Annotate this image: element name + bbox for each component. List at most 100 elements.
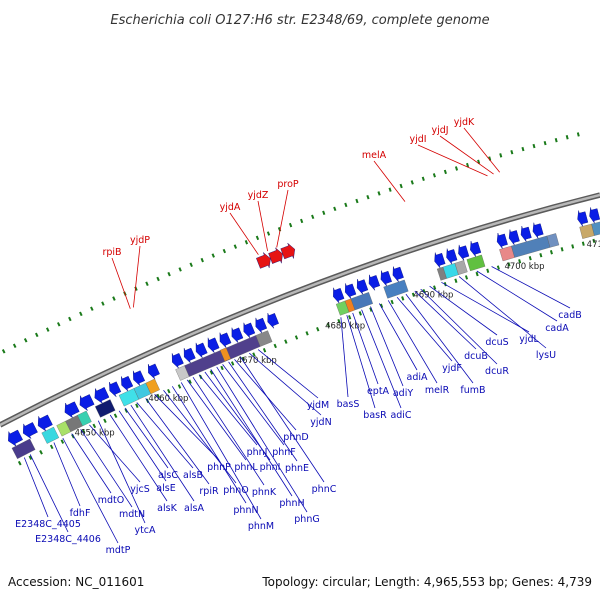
lower-leader-line (257, 349, 319, 399)
gene-arrow-lower (356, 279, 369, 295)
cog-box (94, 399, 116, 418)
tick-mark-lower (369, 307, 373, 312)
lower-gene-label: phnC (312, 484, 337, 495)
gene-arrow-lower (219, 332, 232, 349)
lower-gene-label: E2348C_4406 (35, 534, 101, 545)
lower-leader-line (62, 437, 119, 544)
lower-leader-line (361, 309, 402, 409)
upper-gene-label: yjdA (220, 202, 241, 213)
cog-box (546, 233, 560, 248)
accession-label: Accession: NC_011601 (8, 575, 144, 589)
cog-box (383, 279, 409, 299)
tick-mark-lower (39, 450, 43, 455)
tick-mark-upper (443, 169, 447, 175)
gene-arrow-lower (344, 283, 357, 300)
tick-mark-lower (167, 388, 171, 394)
lower-gene-label: alsE (156, 483, 175, 494)
gene-arrow-lower (109, 381, 122, 398)
lower-leader-line (180, 382, 262, 520)
tick-mark-upper (322, 210, 326, 216)
map-title: Escherichia coli O127:H6 str. E2348/69, … (110, 13, 489, 28)
lower-gene-label: phnP (207, 462, 231, 473)
scale-label: 4670 kbp (237, 356, 277, 366)
tick-mark-lower (81, 428, 86, 434)
scale-label: 4650 kbp (75, 429, 115, 439)
lower-gene-label: phnN (233, 505, 258, 516)
lower-gene-label: phnM (248, 521, 274, 532)
lower-gene-label: phnO (223, 485, 249, 496)
lower-leader-line (396, 296, 453, 362)
gene-arrow-lower (207, 337, 220, 354)
tick-mark-lower (230, 361, 235, 366)
tick-mark-upper (255, 235, 260, 241)
tick-mark-upper (23, 338, 28, 343)
tick-mark-lower (209, 370, 214, 375)
lower-leader-line (429, 285, 498, 336)
upper-leader-line (417, 144, 488, 177)
lower-leader-line (124, 407, 169, 469)
gene-arrow-lower (496, 232, 508, 249)
genome-track: 4650 kbp 4660 kbp 4670 kbp 4680 kbp 4690 kbp… (0, 117, 600, 556)
tick-mark-upper (399, 183, 403, 189)
tick-mark-upper (565, 135, 569, 140)
gene-arrow-upper (280, 242, 296, 260)
tick-mark-lower (528, 256, 532, 261)
lower-gene-label: yjdL (519, 334, 539, 345)
cog-box (41, 426, 60, 444)
tick-mark-upper (1, 349, 6, 354)
lower-leader-line (23, 457, 49, 518)
tick-mark-lower (316, 327, 320, 332)
lower-leader-line (352, 312, 379, 385)
lower-gene-label: dcuS (485, 337, 508, 348)
lower-leader-line (109, 414, 168, 502)
tick-mark-upper (366, 194, 370, 200)
gene-arrow-lower (392, 266, 404, 283)
tick-mark-upper (145, 281, 149, 286)
lower-gene-label: yjcS (130, 484, 150, 495)
upper-leader-line (276, 189, 289, 248)
tick-mark-lower (49, 444, 54, 450)
lower-leader-line (71, 433, 112, 494)
lower-leader-line (249, 352, 322, 416)
lower-leader-line (340, 317, 349, 398)
gene-arrow-lower (255, 317, 268, 334)
lower-gene-label: phnD (283, 432, 308, 443)
scale-label: 4710 kbp (587, 240, 600, 250)
gene-arrow-lower (231, 327, 244, 344)
lower-gene-label: dcuB (464, 351, 488, 362)
lower-leader-line (89, 424, 141, 483)
tick-mark-lower (28, 455, 33, 460)
upper-leader-line (373, 160, 406, 202)
tick-mark-lower (539, 253, 543, 258)
cog-box (77, 410, 92, 427)
genome-summary: Topology: circular; Length: 4,965,553 bp… (261, 575, 592, 589)
lower-gene-label: fumB (460, 385, 485, 396)
tick-mark-upper (112, 296, 116, 301)
lower-leader-line (387, 300, 438, 384)
lower-leader-line (198, 374, 258, 446)
tick-mark-upper (454, 166, 459, 171)
cog-box (350, 292, 373, 311)
tick-mark-upper (300, 218, 304, 224)
scale-label: 4690 kbp (413, 291, 453, 301)
cog-box (454, 260, 468, 275)
upper-leader-line (439, 135, 494, 175)
lower-gene-label: dcuR (485, 366, 509, 377)
cog-box (255, 330, 273, 347)
lower-gene-label: fdhF (70, 508, 91, 519)
gene-arrow-lower (333, 287, 345, 304)
tick-mark-lower (103, 418, 107, 424)
upper-leader-line (133, 245, 141, 308)
tick-mark-lower (496, 265, 500, 270)
gene-arrow-lower (94, 387, 110, 405)
gene-arrow-lower (243, 322, 256, 339)
upper-gene-label: proP (277, 179, 299, 190)
lower-gene-label: yjdN (310, 417, 331, 428)
tick-mark-lower (433, 285, 437, 290)
tick-mark-lower (135, 403, 139, 408)
lower-leader-line (378, 303, 418, 371)
cog-box (219, 347, 231, 362)
lower-gene-label: E2348C_4405 (15, 519, 81, 530)
lower-gene-label: phnK (252, 487, 277, 498)
lower-leader-line (130, 404, 195, 502)
